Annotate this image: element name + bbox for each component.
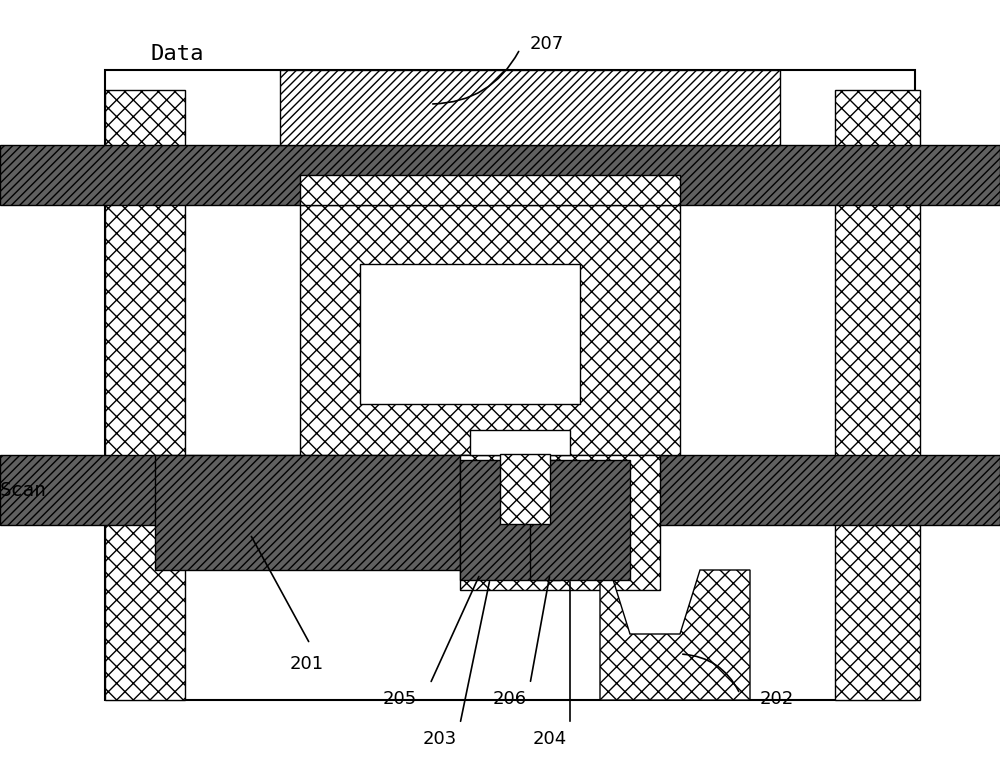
Bar	[105, 90, 185, 700]
Text: Scan: Scan	[0, 481, 47, 499]
Bar	[460, 455, 660, 590]
Bar	[360, 264, 580, 404]
Text: 204: 204	[533, 730, 567, 748]
Text: 205: 205	[383, 690, 417, 708]
Text: 202: 202	[760, 690, 794, 708]
Bar	[300, 205, 680, 455]
Bar	[155, 455, 500, 570]
Text: 206: 206	[493, 690, 527, 708]
Bar	[500, 454, 550, 524]
Bar	[280, 70, 780, 145]
Bar	[300, 175, 680, 205]
Bar	[530, 460, 630, 580]
Text: 203: 203	[423, 730, 457, 748]
Bar	[835, 90, 920, 700]
Text: 201: 201	[290, 655, 324, 673]
Bar	[0, 145, 1000, 205]
Bar	[0, 455, 1000, 525]
Text: 207: 207	[530, 35, 564, 53]
Bar	[105, 70, 915, 700]
Text: Data: Data	[150, 44, 204, 64]
Bar	[470, 430, 570, 455]
Polygon shape	[600, 570, 750, 700]
Bar	[460, 460, 560, 580]
